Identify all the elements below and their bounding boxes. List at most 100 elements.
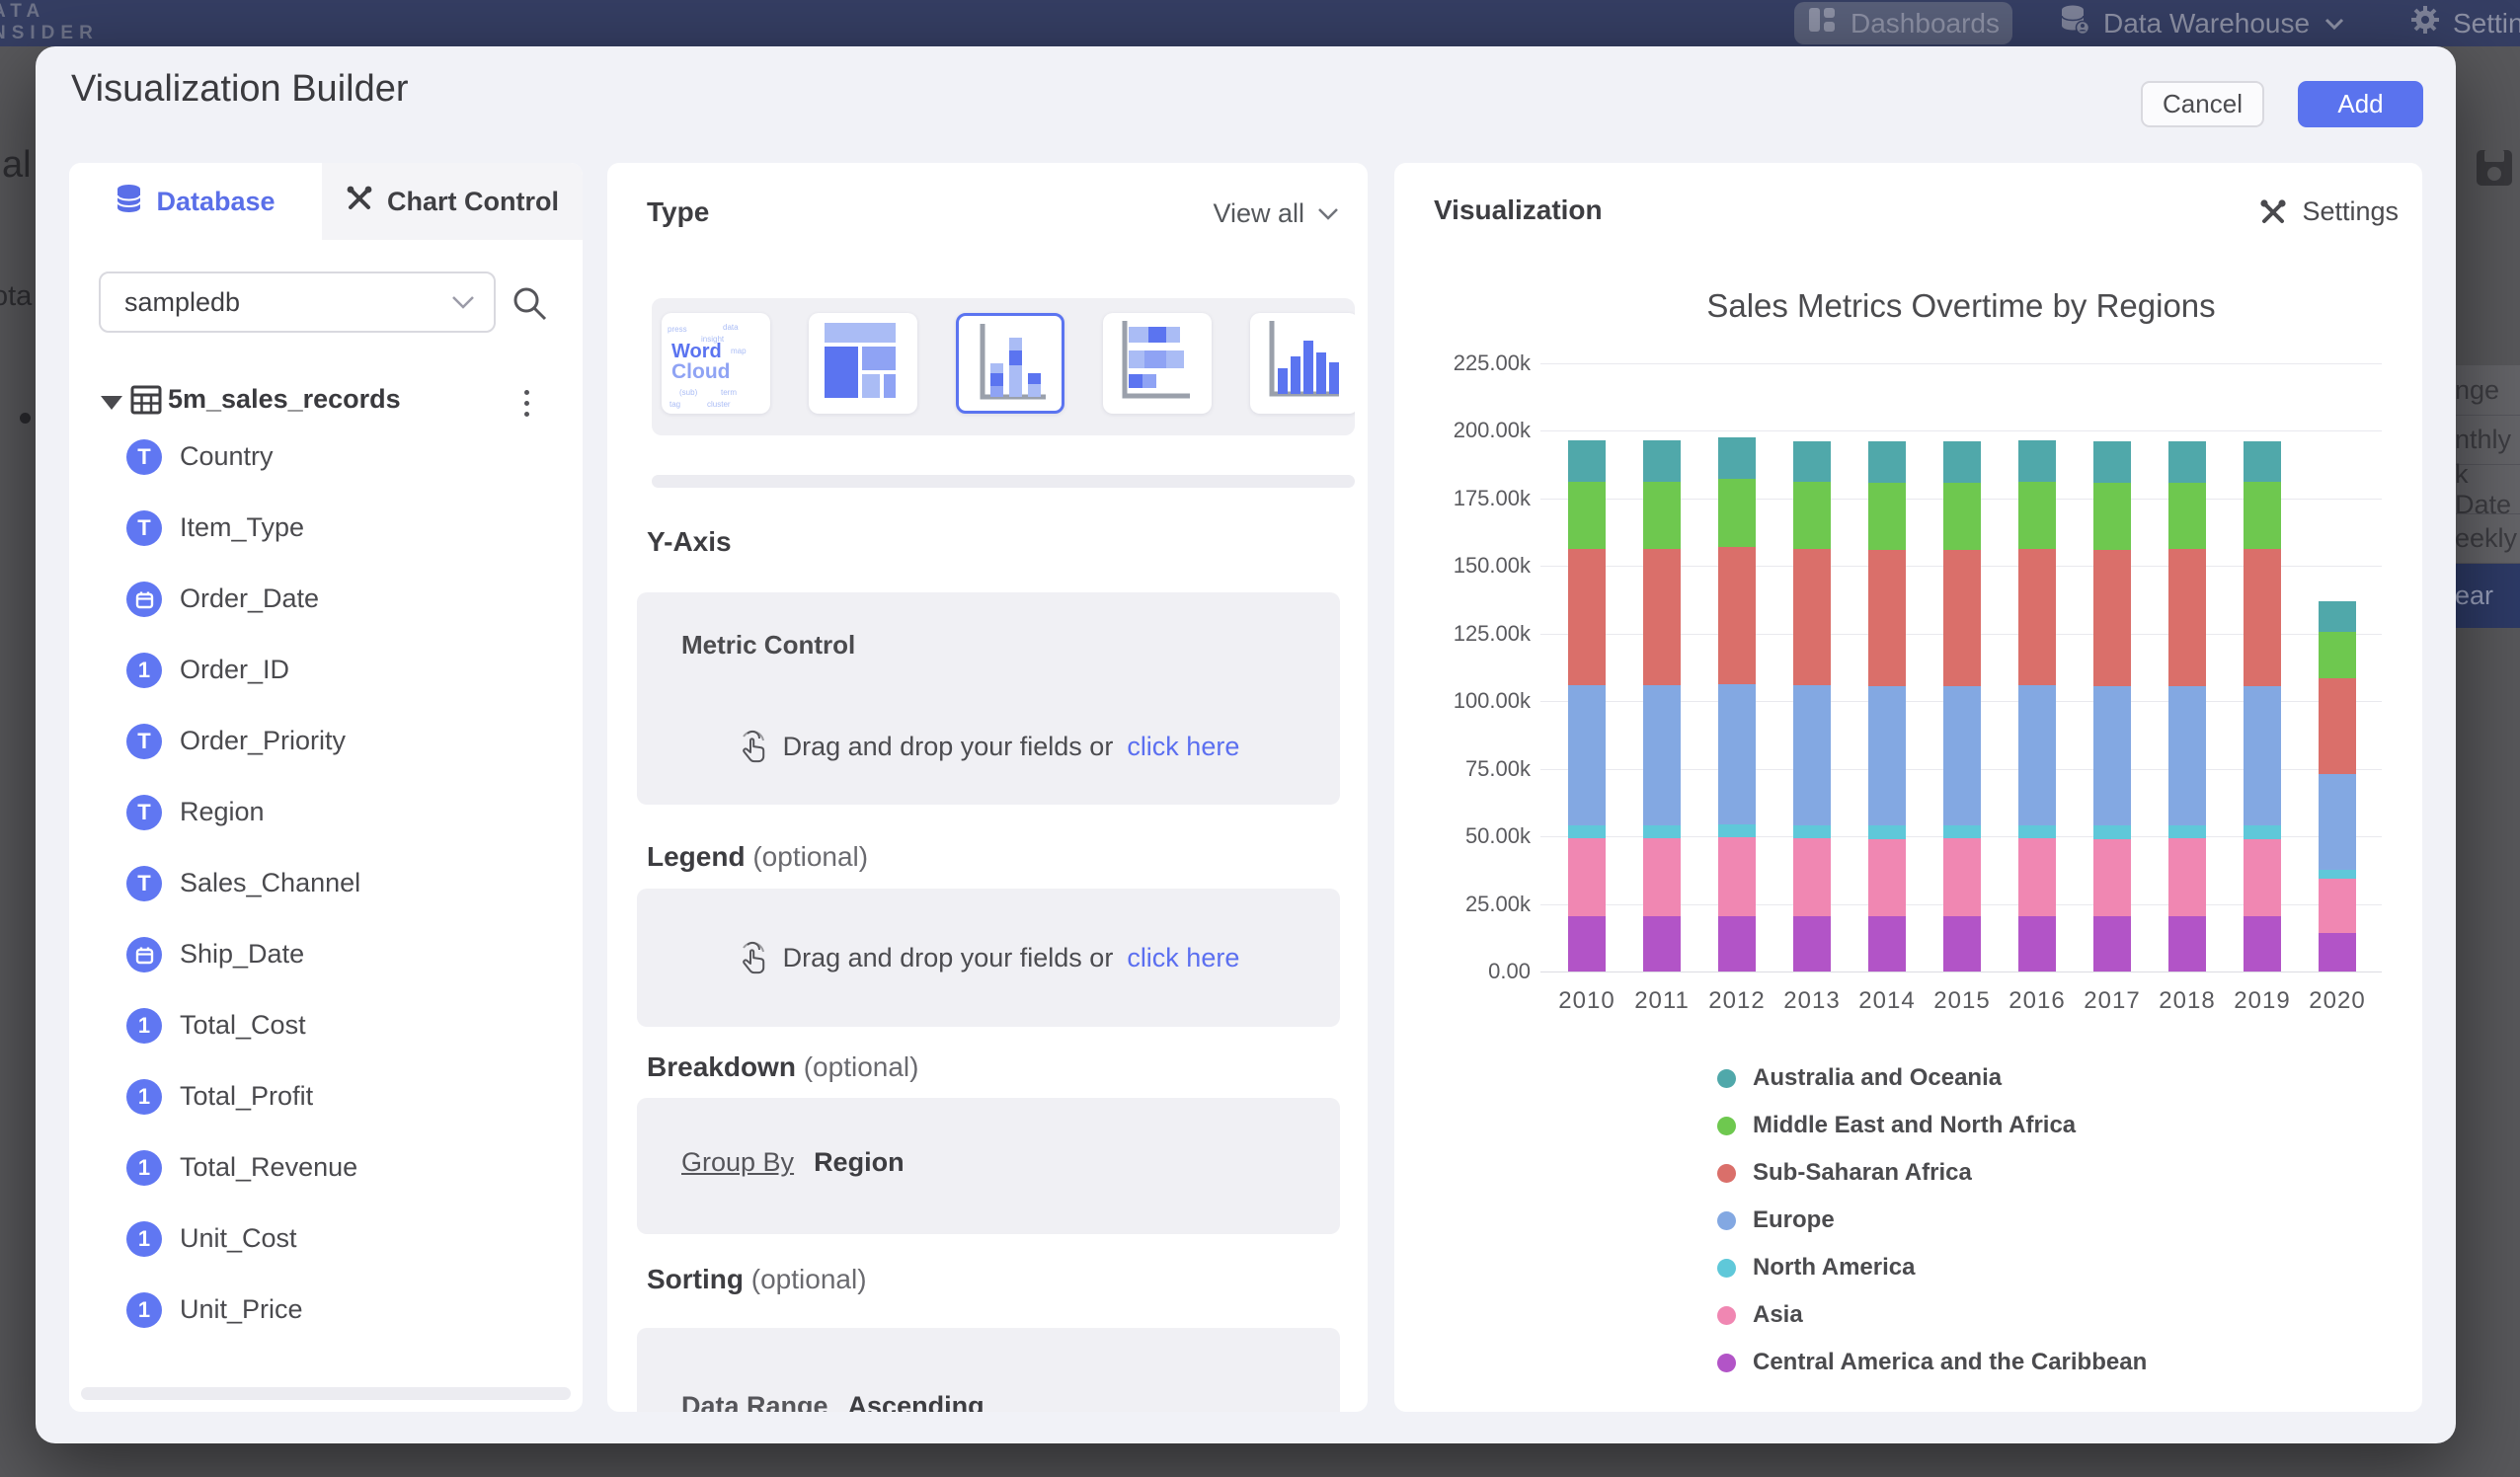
bar-segment[interactable] [2018,825,2056,838]
chart-type-word-cloud[interactable]: pressdatainsightmapWordCloud(sub)termtag… [662,313,770,414]
bar-segment[interactable] [2168,916,2206,972]
view-all-button[interactable]: View all [1213,198,1340,229]
bar-segment[interactable] [1643,838,1681,916]
bar-segment[interactable] [2018,685,2056,825]
left-panel-scrollbar[interactable] [81,1387,571,1400]
bar-segment[interactable] [2018,549,2056,686]
nav-data-warehouse[interactable]: Data Warehouse [2060,0,2345,46]
bar-segment[interactable] [1643,440,1681,482]
nav-settings[interactable]: Settings [2409,0,2520,46]
bar-segment[interactable] [2168,441,2206,483]
chart-type-stacked-bar[interactable] [1103,313,1212,414]
legend-item[interactable]: Australia and Oceania [1717,1054,2147,1102]
chart-type-column[interactable] [1250,313,1355,414]
bar-segment[interactable] [1718,837,1756,915]
bar-segment[interactable] [1943,838,1981,916]
bar-segment[interactable] [1568,482,1606,549]
nav-dashboards[interactable]: Dashboards [1794,2,2012,44]
bar-segment[interactable] [2093,483,2131,549]
bar-segment[interactable] [1943,550,1981,686]
field-row-total_revenue[interactable]: 1Total_Revenue [69,1132,583,1204]
bar-segment[interactable] [1793,441,1831,483]
bar-segment[interactable] [2093,686,2131,825]
bar-segment[interactable] [2319,632,2356,678]
bar-segment[interactable] [1718,916,1756,972]
bar-segment[interactable] [1793,549,1831,685]
bar-segment[interactable] [1868,441,1906,483]
legend-dropzone[interactable]: Drag and drop your fields or click here [637,889,1340,1027]
metric-control-dropzone[interactable]: Metric Control Drag and drop your fields… [637,592,1340,805]
bar-segment[interactable] [2244,441,2281,483]
bar-segment[interactable] [1643,549,1681,685]
bar-segment[interactable] [1793,685,1831,825]
field-row-country[interactable]: TCountry [69,422,583,493]
bar-segment[interactable] [2319,933,2356,972]
legend-item[interactable]: Asia [1717,1291,2147,1339]
bar-segment[interactable] [2018,440,2056,482]
bar-segment[interactable] [1793,482,1831,549]
field-row-sales_channel[interactable]: TSales_Channel [69,848,583,919]
bar-segment[interactable] [1793,916,1831,972]
bar-segment[interactable] [2319,774,2356,871]
bar-segment[interactable] [1943,916,1981,972]
legend-item[interactable]: Sub-Saharan Africa [1717,1149,2147,1197]
bar-segment[interactable] [2168,483,2206,550]
chart-type-treemap[interactable] [809,313,917,414]
bar-segment[interactable] [2093,916,2131,972]
bar-segment[interactable] [2018,916,2056,972]
bar-segment[interactable] [1793,838,1831,916]
bar-segment[interactable] [2168,825,2206,838]
group-by-label[interactable]: Group By [681,1147,794,1178]
field-row-region[interactable]: TRegion [69,777,583,848]
legend-item[interactable]: Central America and the Caribbean [1717,1339,2147,1386]
field-row-order_id[interactable]: 1Order_ID [69,635,583,706]
field-row-order_priority[interactable]: TOrder_Priority [69,706,583,777]
bar-segment[interactable] [1793,825,1831,838]
bar-segment[interactable] [1868,839,1906,916]
bar-segment[interactable] [2018,838,2056,916]
legend-item[interactable]: Middle East and North Africa [1717,1102,2147,1149]
settings-button[interactable]: Settings [2258,196,2399,227]
bar-segment[interactable] [1643,685,1681,824]
bar-segment[interactable] [2244,839,2281,916]
bar-segment[interactable] [2244,916,2281,972]
bar-segment[interactable] [1568,825,1606,838]
bar-segment[interactable] [2168,686,2206,825]
bar-segment[interactable] [1943,686,1981,825]
bar-segment[interactable] [1718,479,1756,546]
save-icon[interactable] [2473,146,2516,190]
type-list-scrollbar[interactable] [652,475,1355,488]
sorting-order-value[interactable]: Ascending [848,1391,984,1412]
bar-segment[interactable] [1868,483,1906,549]
bar-segment[interactable] [1943,825,1981,838]
breakdown-card[interactable]: Group By Region [637,1098,1340,1234]
database-select[interactable]: sampledb [99,272,496,333]
chart-type-stacked-column[interactable] [956,313,1064,414]
bar-segment[interactable] [1568,685,1606,825]
bar-segment[interactable] [2018,482,2056,549]
bar-segment[interactable] [1643,825,1681,838]
field-row-total_cost[interactable]: 1Total_Cost [69,990,583,1061]
bar-segment[interactable] [1718,437,1756,479]
bar-segment[interactable] [1568,549,1606,686]
field-row-item_type[interactable]: TItem_Type [69,493,583,564]
bar-segment[interactable] [2093,825,2131,838]
sorting-field-label[interactable]: Data Range [681,1391,828,1412]
bar-segment[interactable] [1943,441,1981,483]
bar-segment[interactable] [1568,916,1606,972]
kebab-menu-icon[interactable] [512,384,541,422]
legend-item[interactable]: Europe [1717,1197,2147,1244]
table-tree-header[interactable]: 5m_sales_records [69,382,583,424]
bar-segment[interactable] [1568,440,1606,482]
field-row-order_date[interactable]: Order_Date [69,564,583,635]
bar-segment[interactable] [1868,550,1906,687]
bar-segment[interactable] [1643,916,1681,972]
bar-segment[interactable] [1868,686,1906,825]
add-button[interactable]: Add [2298,81,2423,127]
click-here-link[interactable]: click here [1127,943,1239,973]
cancel-button[interactable]: Cancel [2141,81,2264,127]
bar-segment[interactable] [2319,870,2356,879]
bar-segment[interactable] [2093,839,2131,917]
tab-chart-control[interactable]: Chart Control [322,163,583,240]
caret-down-icon[interactable] [101,396,122,410]
